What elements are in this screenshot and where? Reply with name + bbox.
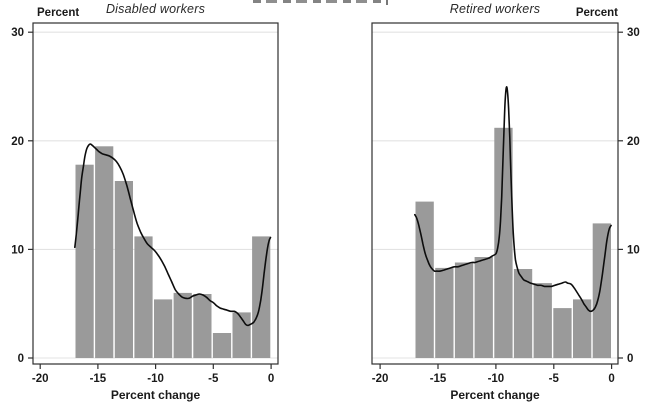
x-tick-label: -20	[372, 373, 389, 385]
x-axis-title-left: Percent change	[110, 388, 201, 402]
histogram-bar	[415, 201, 434, 358]
histogram-bar	[513, 269, 533, 359]
y-tick-label: 20	[627, 136, 640, 148]
histogram-bar	[95, 146, 114, 359]
clipped-text-fragment-tail	[386, 0, 388, 5]
y-tick-label: 20	[11, 136, 24, 148]
histogram-bar	[435, 267, 454, 358]
histogram-bar	[553, 308, 572, 359]
y-axis-title-left: Percent	[37, 7, 80, 19]
histogram-bar	[573, 299, 592, 358]
histogram-bar	[134, 236, 153, 358]
y-axis-title-right: Percent	[575, 7, 618, 19]
x-tick-label: -5	[208, 373, 219, 385]
x-tick-label: -10	[488, 373, 505, 385]
x-tick-label: -15	[90, 373, 107, 385]
histogram-bar	[533, 283, 552, 358]
y-tick-label: 30	[11, 27, 24, 39]
histogram-bar	[212, 333, 232, 358]
y-tick-label: 10	[11, 244, 24, 256]
panel-title-disabled-workers: Disabled workers	[105, 2, 206, 16]
density-curve	[74, 143, 272, 327]
histogram-bar	[474, 257, 493, 358]
histogram-bar	[494, 127, 513, 358]
panel-title-retired-workers: Retired workers	[449, 2, 541, 16]
histogram-bar	[592, 223, 611, 359]
x-tick-label: -5	[549, 373, 560, 385]
panel-disabled-workers: 0 10 20 30 -20 -15 -10 -5 0	[11, 22, 279, 385]
x-tick-label: -20	[32, 373, 49, 385]
histogram-bar	[154, 299, 173, 358]
panel-retired-workers: 0 10 20 30 -20 -15 -10 -5 0	[371, 22, 640, 385]
y-tick-label: 30	[627, 27, 640, 39]
histogram-bar	[454, 262, 474, 359]
y-tick-label: 10	[627, 244, 640, 256]
histogram-bar	[173, 292, 192, 359]
x-tick-label: -10	[147, 373, 164, 385]
density-curve	[414, 86, 612, 313]
histogram-bar	[193, 294, 212, 359]
x-tick-label: 0	[608, 373, 614, 385]
x-tick-label: 0	[268, 373, 274, 385]
y-tick-label: 0	[18, 353, 24, 365]
x-tick-label: -15	[430, 373, 447, 385]
histogram-bar	[75, 164, 94, 358]
x-axis-title-right: Percent change	[450, 388, 540, 402]
plot-border	[371, 22, 619, 365]
y-tick-label: 0	[627, 353, 633, 365]
histogram-bar	[114, 181, 133, 358]
clipped-text-fragment	[253, 0, 383, 3]
